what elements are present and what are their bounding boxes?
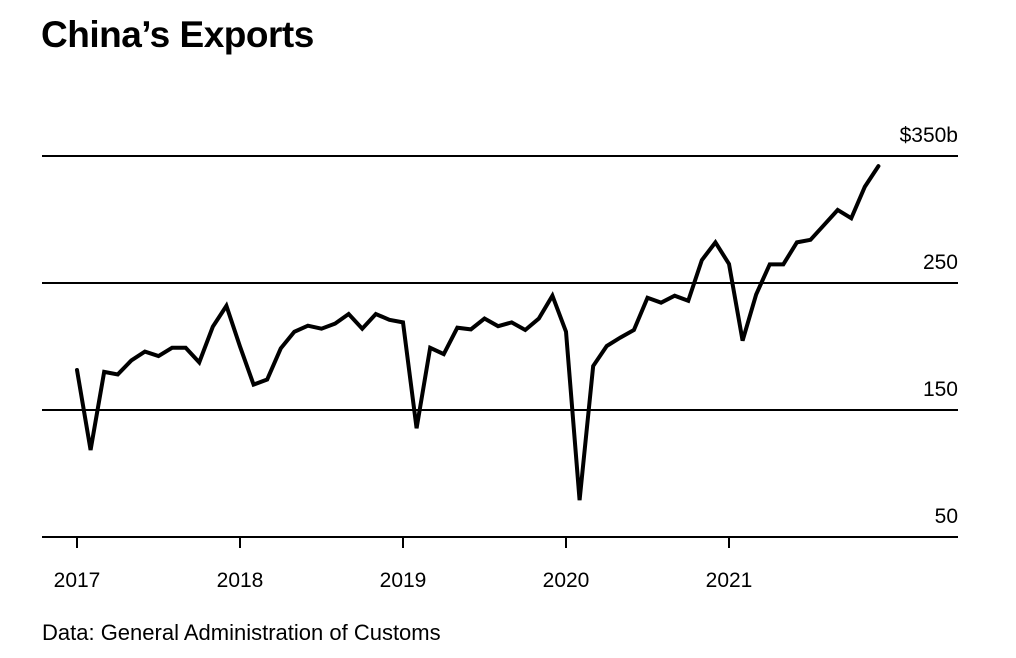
chart-title: China’s Exports [41,14,314,55]
source-note: Data: General Administration of Customs [42,620,441,645]
x-tick-label: 2020 [543,569,590,592]
x-tick-label: 2018 [217,569,264,592]
x-tick-label: 2017 [54,569,101,592]
y-tick-label: $350b [900,124,958,147]
y-tick-label: 50 [935,505,958,528]
x-tick-label: 2021 [706,569,753,592]
y-tick-label: 150 [923,378,958,401]
y-tick-label: 250 [923,251,958,274]
x-tick-label: 2019 [380,569,427,592]
exports-series-line [75,164,881,501]
